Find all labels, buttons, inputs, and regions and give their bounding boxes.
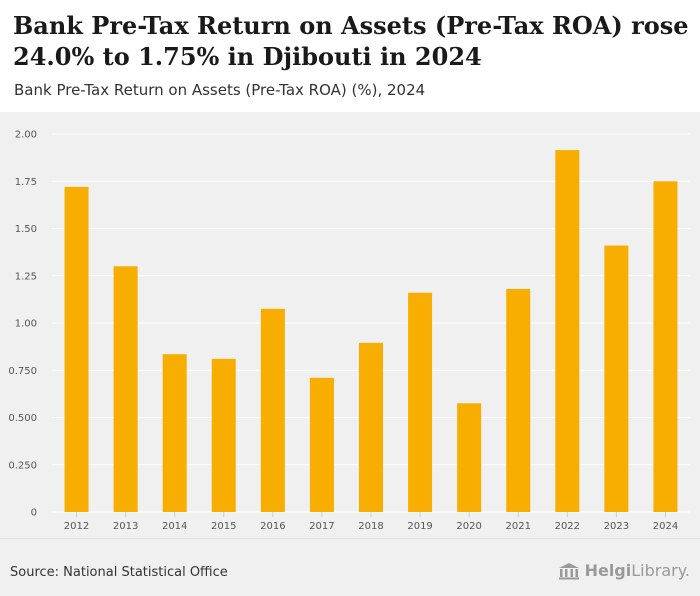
chart-header: Bank Pre-Tax Return on Assets (Pre-Tax R…: [0, 0, 700, 112]
y-tick-label: 0.250: [8, 460, 37, 471]
x-tick-label: 2014: [162, 521, 187, 532]
x-tick-label: 2013: [113, 521, 138, 532]
y-tick-label: 0.500: [8, 413, 37, 424]
bar-chart: 0 0.250 0.500 0.750 1.00 1.25 1.50 1.75 2.00 201…: [8, 130, 690, 532]
x-tick-label: 2012: [64, 521, 89, 532]
y-tick-label: 1.25: [15, 271, 37, 282]
chart-title: Bank Pre-Tax Return on Assets (Pre-Tax R…: [13, 11, 689, 71]
y-tick-label: 0.750: [8, 366, 37, 377]
bar-2024[interactable]: [653, 181, 678, 512]
bar-2020[interactable]: [457, 403, 482, 512]
x-tick-label: 2023: [604, 521, 629, 532]
x-tick-label: 2021: [506, 521, 531, 532]
x-tick-label: 2019: [407, 521, 432, 532]
bar-2018[interactable]: [359, 342, 383, 512]
x-axis-ticks: 2012 2013 2014 2015 2016 2017 2018 2019 2020 2021…: [64, 512, 678, 532]
y-axis-ticks: 0 0.250 0.500 0.750 1.00 1.25 1.50 1.75 2.00: [8, 130, 37, 519]
plot-area: 0 0.250 0.500 0.750 1.00 1.25 1.50 1.75 2.00 201…: [0, 112, 700, 538]
y-tick-label: 0: [31, 508, 37, 519]
bar-2012[interactable]: [64, 186, 89, 513]
bars: [64, 150, 678, 513]
x-tick-label: 2018: [358, 521, 383, 532]
bar-2019[interactable]: [408, 292, 433, 512]
bar-2013[interactable]: [113, 266, 138, 512]
brand-name-part2: Library.: [631, 561, 690, 580]
bar-2014[interactable]: [162, 354, 187, 512]
bar-2023[interactable]: [604, 245, 629, 512]
y-tick-label: 1.00: [15, 319, 37, 330]
x-tick-label: 2015: [211, 521, 236, 532]
library-building-icon: [558, 562, 579, 579]
source-note: Source: National Statistical Office: [10, 565, 228, 580]
x-tick-label: 2024: [653, 521, 678, 532]
y-tick-label: 1.50: [15, 224, 37, 235]
chart-footer: Source: National Statistical Office Helg…: [0, 538, 700, 596]
bar-2015[interactable]: [211, 358, 236, 512]
brand-logo[interactable]: Helgi Library.: [558, 561, 690, 580]
bar-2022[interactable]: [555, 150, 580, 512]
y-tick-label: 1.75: [15, 177, 37, 188]
x-tick-label: 2016: [260, 521, 285, 532]
chart-subtitle: Bank Pre-Tax Return on Assets (Pre-Tax R…: [14, 81, 426, 99]
x-tick-label: 2020: [456, 521, 481, 532]
y-tick-label: 2.00: [15, 130, 37, 141]
bar-2021[interactable]: [506, 288, 531, 512]
bar-2017[interactable]: [309, 377, 334, 512]
grid-lines: [52, 133, 690, 513]
brand-name-part1: Helgi: [584, 561, 632, 580]
x-tick-label: 2022: [555, 521, 580, 532]
x-tick-label: 2017: [309, 521, 334, 532]
bar-2016[interactable]: [260, 308, 285, 512]
